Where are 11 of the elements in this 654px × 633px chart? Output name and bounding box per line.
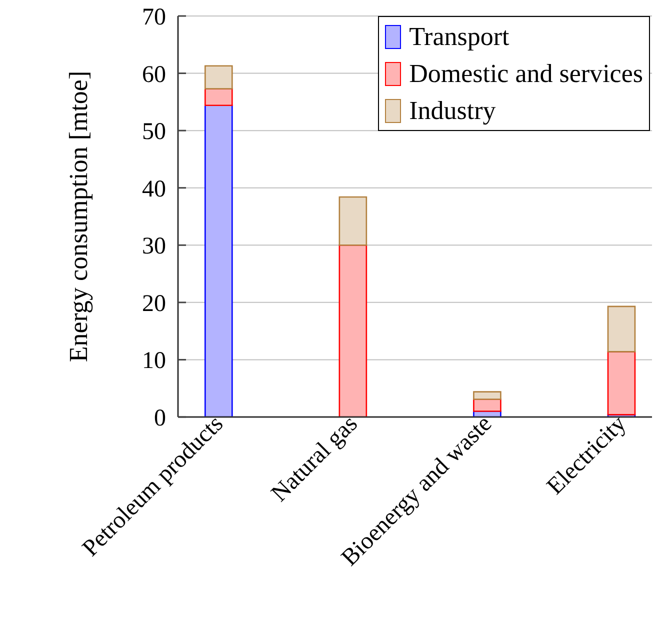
legend-label: Industry <box>409 95 496 127</box>
y-tick-label: 50 <box>142 119 166 146</box>
y-tick-label: 60 <box>142 62 166 88</box>
y-tick-label: 30 <box>142 234 166 260</box>
y-tick-label: 20 <box>142 290 166 317</box>
legend-label: Transport <box>409 21 510 53</box>
y-tick-label: 70 <box>142 4 166 31</box>
legend-label: Domestic and services <box>409 58 643 90</box>
y-tick-label: 40 <box>142 176 166 202</box>
y-axis-title: Energy consumption [mtoe] <box>64 70 94 362</box>
y-tick-label: 10 <box>142 348 166 374</box>
